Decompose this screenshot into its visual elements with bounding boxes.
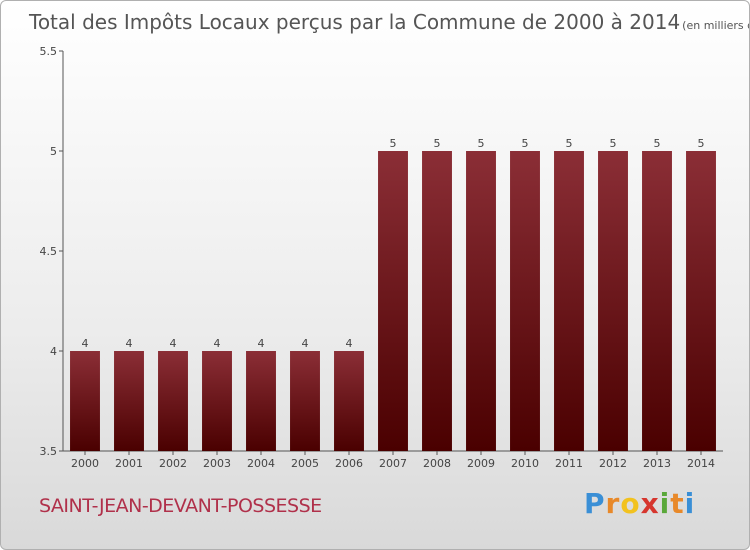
bar-value-label: 4 [170, 337, 177, 350]
x-tick-label: 2006 [335, 457, 363, 470]
bar [642, 151, 672, 451]
bar-value-label: 4 [258, 337, 265, 350]
bar-value-label: 5 [390, 137, 397, 150]
bar-value-label: 4 [82, 337, 89, 350]
x-tick-label: 2001 [115, 457, 143, 470]
x-tick-label: 2010 [511, 457, 539, 470]
bar [598, 151, 628, 451]
bar [554, 151, 584, 451]
bar [422, 151, 452, 451]
bar [202, 351, 232, 451]
x-tick-label: 2009 [467, 457, 495, 470]
bar-value-label: 5 [610, 137, 617, 150]
bars [70, 151, 716, 451]
x-tick-label: 2013 [643, 457, 671, 470]
bar-value-label: 4 [346, 337, 353, 350]
y-tick-label: 3.5 [40, 445, 58, 458]
bar [378, 151, 408, 451]
x-tick-label: 2008 [423, 457, 451, 470]
bar-value-label: 5 [478, 137, 485, 150]
bar [686, 151, 716, 451]
bar [334, 351, 364, 451]
bar [158, 351, 188, 451]
y-tick-labels: 3.5 4 4.5 5 5.5 [40, 45, 58, 458]
bar-value-label: 5 [698, 137, 705, 150]
logo-letter: o [620, 487, 641, 520]
y-tick-label: 5 [50, 145, 57, 158]
logo-letter: t [670, 487, 685, 520]
logo-letter: x [640, 487, 660, 520]
value-labels: 4 4 4 4 4 4 4 5 5 5 5 5 5 5 5 [82, 137, 705, 350]
y-tick-label: 4 [50, 345, 57, 358]
logo-letter: i [659, 487, 671, 520]
y-tick-label: 5.5 [40, 45, 58, 58]
y-tick-label: 4.5 [40, 245, 58, 258]
x-tick-labels: 2000 2001 2002 2003 2004 2005 2006 2007 2008 2009… [71, 457, 715, 470]
bar-value-label: 5 [566, 137, 573, 150]
bar [246, 351, 276, 451]
bar [510, 151, 540, 451]
commune-name: SAINT-JEAN-DEVANT-POSSESSE [39, 495, 322, 517]
bar [114, 351, 144, 451]
chart-title-main: Total des Impôts Locaux perçus par la Co… [28, 10, 680, 34]
x-tick-label: 2007 [379, 457, 407, 470]
x-tick-label: 2014 [687, 457, 715, 470]
bar [290, 351, 320, 451]
logo-letter: P [584, 487, 606, 520]
proxiti-logo: Proxiti [584, 487, 695, 520]
bar [466, 151, 496, 451]
logo-letter: r [605, 487, 621, 520]
x-tick-label: 2003 [203, 457, 231, 470]
bar-value-label: 4 [214, 337, 221, 350]
x-tick-label: 2011 [555, 457, 583, 470]
bar-value-label: 5 [654, 137, 661, 150]
bar-value-label: 5 [522, 137, 529, 150]
bar-value-label: 5 [434, 137, 441, 150]
x-tick-label: 2004 [247, 457, 275, 470]
bar [70, 351, 100, 451]
x-tick-label: 2000 [71, 457, 99, 470]
x-tick-label: 2005 [291, 457, 319, 470]
bar-value-label: 4 [126, 337, 133, 350]
chart-title-unit: (en milliers d'€) [682, 19, 750, 32]
logo-letter: i [684, 487, 696, 520]
chart-title: Total des Impôts Locaux perçus par la Co… [28, 10, 750, 34]
x-tick-label: 2012 [599, 457, 627, 470]
bar-value-label: 4 [302, 337, 309, 350]
x-tick-label: 2002 [159, 457, 187, 470]
